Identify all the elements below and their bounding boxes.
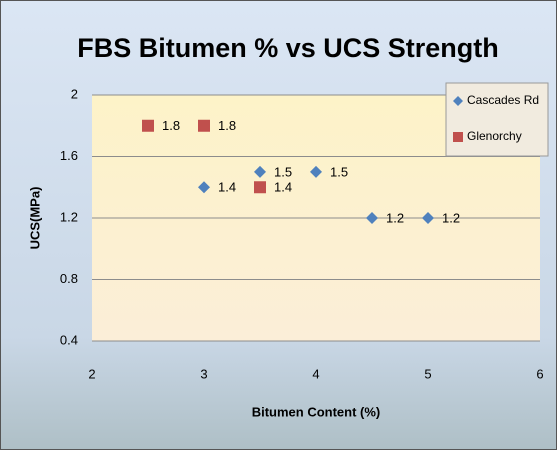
legend-marker [453, 96, 463, 106]
x-tick-label: 5 [424, 366, 431, 381]
data-label: 1.2 [386, 210, 404, 225]
y-tick-label: 0.8 [60, 271, 78, 286]
point [198, 181, 210, 194]
legend-label: Cascades Rd [467, 93, 539, 107]
data-label: 1.4 [218, 180, 236, 195]
chart-title: FBS Bitumen % vs UCS Strength [77, 33, 499, 63]
data-label: 1.4 [274, 180, 292, 195]
point [310, 165, 322, 178]
y-tick-label: 1.6 [60, 148, 78, 163]
legend-marker [453, 132, 463, 142]
y-tick-label: 0.4 [60, 332, 78, 347]
legend-label: Glenorchy [467, 129, 522, 143]
point [198, 119, 210, 132]
x-tick-label: 4 [312, 366, 319, 381]
x-tick-label: 2 [88, 366, 95, 381]
data-label: 1.8 [162, 118, 180, 133]
y-tick-label: 1.2 [60, 209, 78, 224]
point [254, 165, 266, 178]
data-label: 1.5 [274, 164, 292, 179]
data-label: 1.5 [330, 164, 348, 179]
x-tick-label: 6 [536, 366, 543, 381]
point [254, 181, 266, 194]
point [366, 212, 378, 224]
data-label: 1.8 [218, 118, 236, 133]
y-axis-label: UCS(MPa) [27, 187, 42, 250]
x-axis-label: Bitumen Content (%) [252, 404, 381, 419]
point [422, 212, 434, 224]
y-tick-label: 2 [71, 86, 78, 101]
point [142, 119, 154, 132]
legend-box [445, 82, 549, 157]
data-label: 1.2 [442, 210, 460, 225]
x-tick-label: 3 [200, 366, 207, 381]
